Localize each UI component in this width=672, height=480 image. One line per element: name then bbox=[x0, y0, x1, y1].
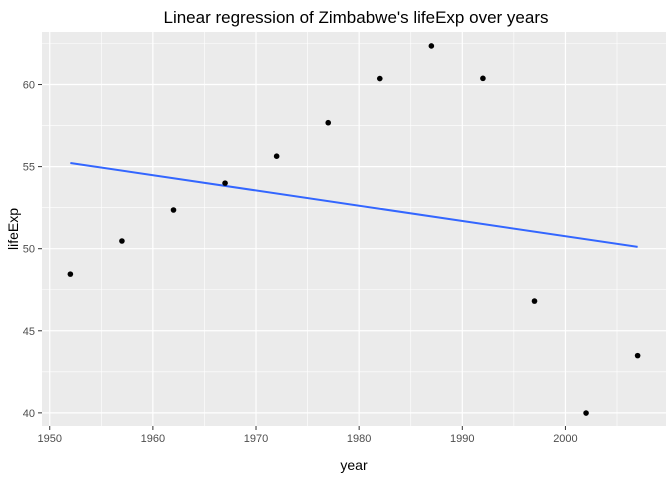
points-layer bbox=[67, 43, 641, 416]
data-point bbox=[531, 298, 538, 304]
data-point bbox=[376, 75, 383, 82]
x-tick-label: 2000 bbox=[553, 433, 577, 445]
x-axis-title: year bbox=[340, 457, 368, 473]
grid-lines bbox=[42, 32, 666, 426]
data-point bbox=[67, 271, 74, 277]
axis-ticks: 1950 1960 1970 1980 1990 2000 40 45 50 55 60 bbox=[23, 80, 578, 445]
data-point bbox=[480, 75, 486, 82]
x-tick-label: 1990 bbox=[450, 433, 474, 445]
data-point bbox=[583, 410, 589, 416]
y-tick-label: 45 bbox=[23, 326, 35, 338]
data-point bbox=[325, 119, 332, 126]
data-point bbox=[634, 352, 641, 359]
data-point bbox=[119, 238, 125, 244]
chart-title: Linear regression of Zimbabwe's lifeExp … bbox=[164, 8, 549, 27]
regression-layer bbox=[70, 162, 638, 248]
regression-line bbox=[70, 162, 638, 248]
data-point bbox=[170, 207, 177, 213]
x-tick-label: 1970 bbox=[244, 433, 268, 445]
y-tick-label: 55 bbox=[23, 162, 35, 174]
data-point bbox=[222, 180, 228, 186]
x-tick-label: 1950 bbox=[37, 433, 61, 445]
y-axis-title: lifeExp bbox=[5, 208, 21, 250]
data-point bbox=[273, 153, 280, 159]
y-tick-label: 60 bbox=[23, 80, 35, 92]
plot-panel bbox=[42, 32, 666, 426]
data-point bbox=[428, 43, 435, 49]
y-tick-label: 40 bbox=[23, 408, 35, 420]
x-tick-label: 1980 bbox=[347, 433, 371, 445]
y-tick-label: 50 bbox=[23, 244, 35, 256]
x-tick-label: 1960 bbox=[141, 433, 165, 445]
